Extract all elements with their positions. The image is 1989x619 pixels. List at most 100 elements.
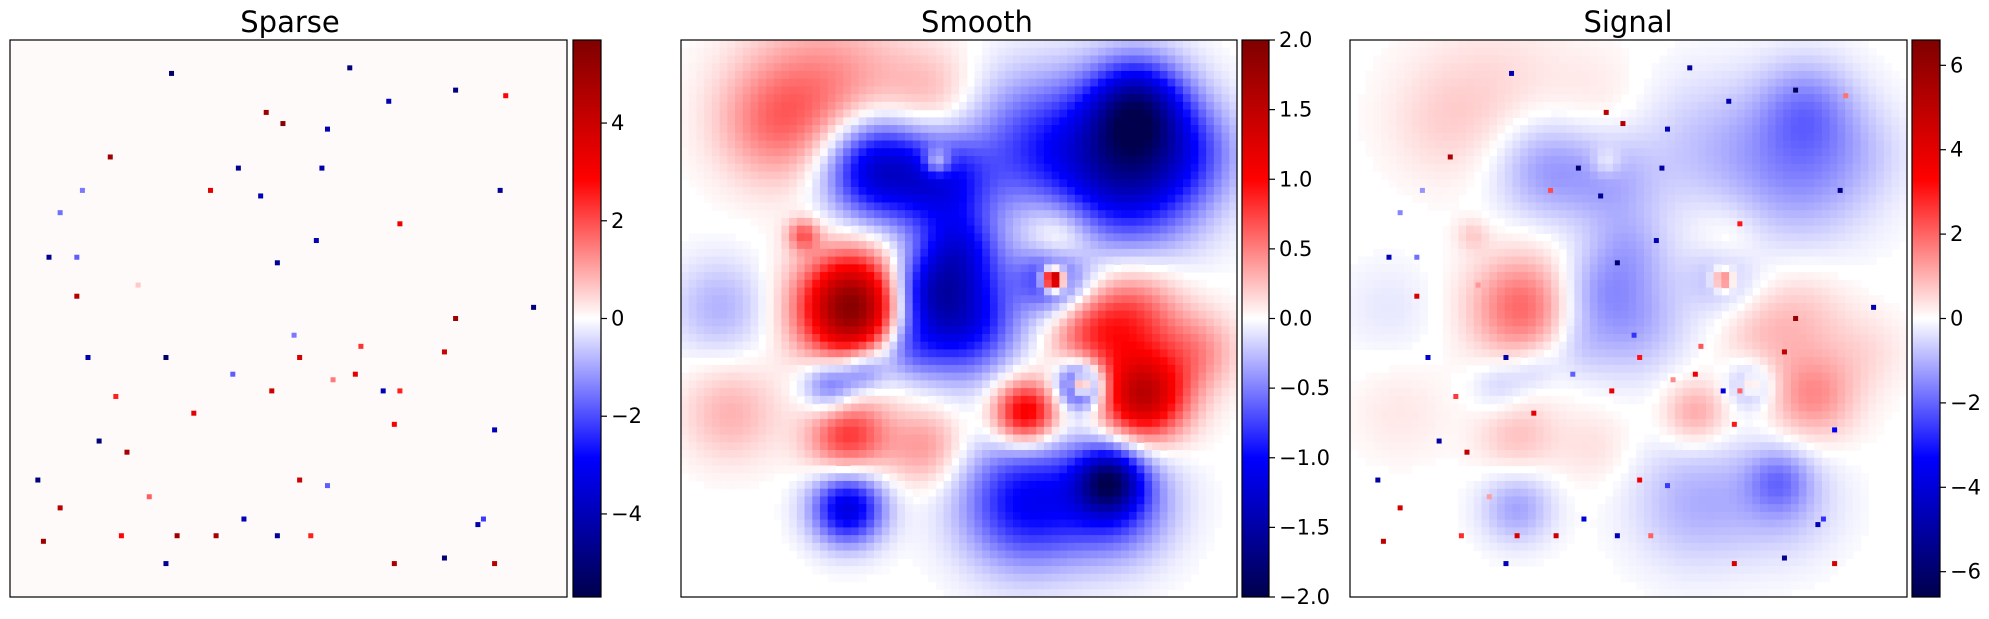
heatmap-cell: [1067, 101, 1076, 111]
heatmap-cell: [696, 163, 705, 173]
heatmap-cell: [943, 380, 952, 389]
heatmap-cell: [1806, 55, 1815, 64]
heatmap-cell: [1198, 94, 1207, 103]
heatmap-cell: [1005, 125, 1014, 134]
heatmap-cell: [827, 573, 837, 583]
heatmap-cell: [688, 55, 698, 64]
heatmap-cell: [874, 156, 883, 165]
heatmap-cell: [1206, 473, 1215, 482]
heatmap-cell: [850, 264, 860, 273]
heatmap-cell: [989, 148, 999, 157]
heatmap-cell: [719, 63, 728, 72]
heatmap-cell: [1167, 202, 1176, 211]
heatmap-cell: [765, 380, 775, 389]
heatmap-cell: [1059, 47, 1068, 57]
heatmap-cell: [1051, 426, 1060, 436]
heatmap-cell: [881, 442, 891, 451]
heatmap-cell: [1659, 55, 1668, 64]
heatmap-cell: [866, 156, 875, 165]
heatmap-cell: [1206, 248, 1215, 258]
heatmap-cell: [858, 233, 867, 242]
heatmap-cell: [1067, 511, 1076, 521]
heatmap-cell: [1868, 47, 1877, 57]
heatmap-cell: [974, 457, 983, 467]
heatmap-cell: [1435, 47, 1444, 57]
heatmap-cell: [727, 256, 736, 265]
heatmap-cell: [1167, 63, 1176, 72]
heatmap-cell: [1182, 504, 1192, 513]
heatmap-cell: [866, 558, 875, 567]
heatmap-cell: [681, 241, 690, 250]
heatmap-cell: [1036, 589, 1045, 598]
heatmap-cell: [1059, 480, 1068, 490]
heatmap-cell: [889, 403, 898, 412]
heatmap-cell: [858, 457, 867, 467]
heatmap-cell: [758, 272, 767, 281]
heatmap-cell: [1013, 295, 1022, 304]
heatmap-cell: [1036, 132, 1045, 142]
heatmap-cell: [1175, 132, 1184, 142]
heatmap-cell: [1213, 70, 1223, 80]
heatmap-cell: [1159, 566, 1169, 575]
heatmap-cell: [881, 70, 891, 80]
heatmap-cell: [1105, 326, 1115, 335]
heatmap-cell: [974, 488, 983, 498]
heatmap-cell: [858, 573, 867, 583]
heatmap-cell: [696, 388, 705, 397]
heatmap-cell: [696, 78, 705, 88]
heatmap-cell: [804, 225, 813, 235]
heatmap-cell: [966, 504, 976, 513]
heatmap-cell: [1082, 573, 1091, 583]
heatmap-cell: [997, 573, 1006, 583]
heatmap-cell: [1090, 101, 1099, 111]
heatmap-cell: [881, 488, 891, 498]
heatmap-cell: [804, 411, 813, 420]
heatmap-cell: [1113, 233, 1122, 242]
heatmap-cell: [827, 403, 837, 412]
heatmap-cell: [928, 457, 937, 467]
heatmap-cell: [1860, 47, 1869, 57]
heatmap-cell: [1059, 186, 1068, 196]
heatmap-cell: [1082, 581, 1091, 590]
heatmap-cell: [1051, 186, 1060, 196]
heatmap-cell: [1090, 171, 1099, 180]
heatmap-cell: [1128, 241, 1138, 250]
heatmap-cell: [696, 287, 705, 296]
heatmap-cell: [982, 419, 991, 428]
heatmap-cell: [904, 450, 914, 459]
heatmap-cell: [1105, 264, 1115, 273]
heatmap-cell: [897, 78, 906, 88]
heatmap-cell: [1043, 186, 1053, 196]
heatmap-cell: [696, 341, 705, 351]
heatmap-cell: [966, 148, 976, 157]
heatmap-cell: [1113, 194, 1122, 204]
heatmap-cell: [735, 148, 744, 157]
heatmap-cell: [765, 63, 775, 72]
heatmap-cell: [827, 542, 837, 552]
heatmap-cell: [1159, 225, 1169, 235]
heatmap-cell: [681, 395, 690, 405]
heatmap-cell: [688, 442, 698, 451]
heatmap-cell: [750, 333, 759, 343]
heatmap-cell: [796, 101, 806, 111]
heatmap-cell: [982, 163, 991, 173]
heatmap-cell: [1144, 450, 1153, 459]
heatmap-cell: [835, 156, 844, 165]
heatmap-cell: [1167, 496, 1176, 505]
heatmap-cell: [1136, 295, 1145, 304]
heatmap-cell: [1020, 411, 1030, 420]
heatmap-cell: [1136, 40, 1145, 49]
heatmap-cell: [935, 395, 945, 405]
heatmap-cell: [1167, 295, 1176, 304]
heatmap-cell: [804, 403, 813, 412]
colorbar: 2.01.51.00.50.0−0.5−1.0−1.5−2.0: [1241, 28, 1330, 609]
heatmap-cell: [858, 388, 867, 397]
heatmap-cell: [1059, 333, 1068, 343]
heatmap-cell: [897, 256, 906, 265]
heatmap-cell: [827, 442, 837, 451]
heatmap-cell: [982, 40, 991, 49]
heatmap-cell: [1182, 94, 1192, 103]
heatmap-cell: [943, 179, 952, 188]
heatmap-cell: [1082, 411, 1091, 420]
heatmap-cell: [1067, 473, 1076, 482]
